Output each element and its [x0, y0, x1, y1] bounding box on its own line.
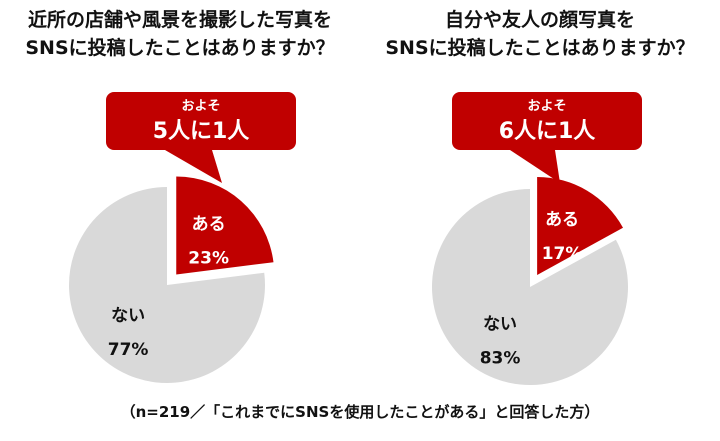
slice-label-no: ない — [111, 306, 145, 326]
callout-bubble-2: およそ 6人に1人 — [452, 92, 642, 183]
slice-percent-no: 83% — [480, 349, 521, 369]
chart-title-left-line2: SNSに投稿したことはありますか？ — [25, 37, 335, 59]
pie-slice-yes — [537, 176, 624, 275]
slice-label-yes: ある — [192, 215, 226, 235]
slice-percent-yes: 17% — [542, 244, 583, 264]
chart-title-right-line2: SNSに投稿したことはありますか？ — [385, 37, 695, 59]
callout-ratio: 6人に1人 — [499, 119, 596, 144]
pie-slice-yes — [176, 176, 274, 275]
callout-box — [452, 92, 642, 150]
chart-title-right: 自分や友人の顔写真を SNSに投稿したことはありますか？ — [360, 6, 720, 62]
slice-label-yes: ある — [545, 210, 579, 230]
pie-slice-no — [431, 188, 628, 385]
slice-label-no: ない — [483, 315, 517, 335]
pie-slice-no — [69, 187, 265, 383]
callout-box — [106, 92, 296, 150]
pie-chart-1: ある 23% ない 77% — [69, 176, 274, 383]
callout-ratio: 5人に1人 — [153, 119, 250, 144]
callout-label: およそ — [527, 99, 566, 114]
chart-title-left-line1: 近所の店舗や風景を撮影した写真を — [27, 9, 332, 31]
slice-percent-yes: 23% — [188, 249, 229, 269]
callout-tail — [510, 150, 560, 183]
callout-label: およそ — [181, 99, 220, 114]
footnote: （n=219／「これまでにSNSを使用したことがある」と回答した方） — [120, 403, 600, 421]
pie-chart-2: ある 17% ない 83% — [431, 176, 628, 385]
callout-bubble-1: およそ 5人に1人 — [106, 92, 296, 183]
chart-title-left: 近所の店舗や風景を撮影した写真を SNSに投稿したことはありますか？ — [0, 6, 360, 62]
chart-title-right-line1: 自分や友人の顔写真を — [444, 9, 635, 31]
callout-tail — [165, 150, 222, 183]
slice-percent-no: 77% — [108, 340, 149, 360]
